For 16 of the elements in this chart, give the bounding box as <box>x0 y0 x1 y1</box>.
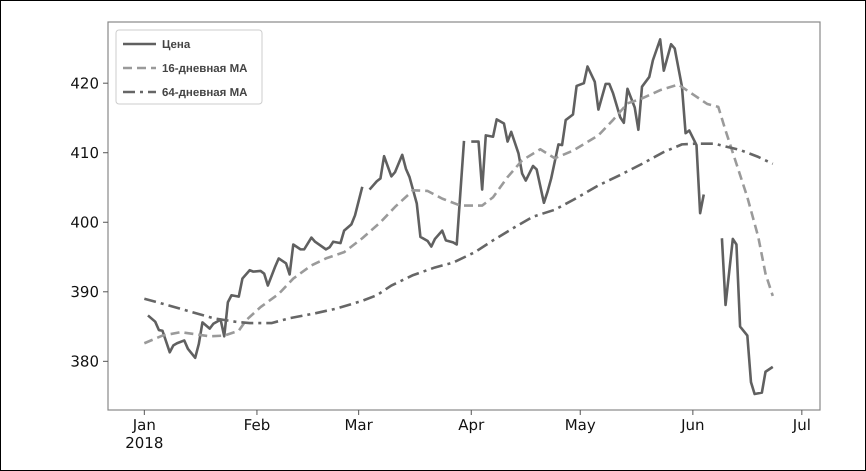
x-tick-label: Apr <box>458 416 486 434</box>
y-tick-label: 380 <box>70 352 99 371</box>
x-tick-label: Mar <box>344 416 374 434</box>
y-tick-label: 410 <box>70 144 99 162</box>
legend-label: 64-дневная MA <box>162 87 248 100</box>
x-tick-label: Jun <box>680 416 705 434</box>
legend-label: 16-дневная MA <box>162 63 248 76</box>
x-tick-label: Jul <box>792 416 811 434</box>
line-series <box>143 83 774 345</box>
y-tick-label: 390 <box>70 283 99 302</box>
x-tick-label: May <box>564 416 596 434</box>
x-tick-label: Jan 2018 <box>125 416 164 452</box>
legend-label: Цена <box>162 39 191 52</box>
y-tick-label: 420 <box>70 74 99 92</box>
x-tick-label: Feb <box>244 416 270 434</box>
y-tick-label: 400 <box>70 214 99 232</box>
